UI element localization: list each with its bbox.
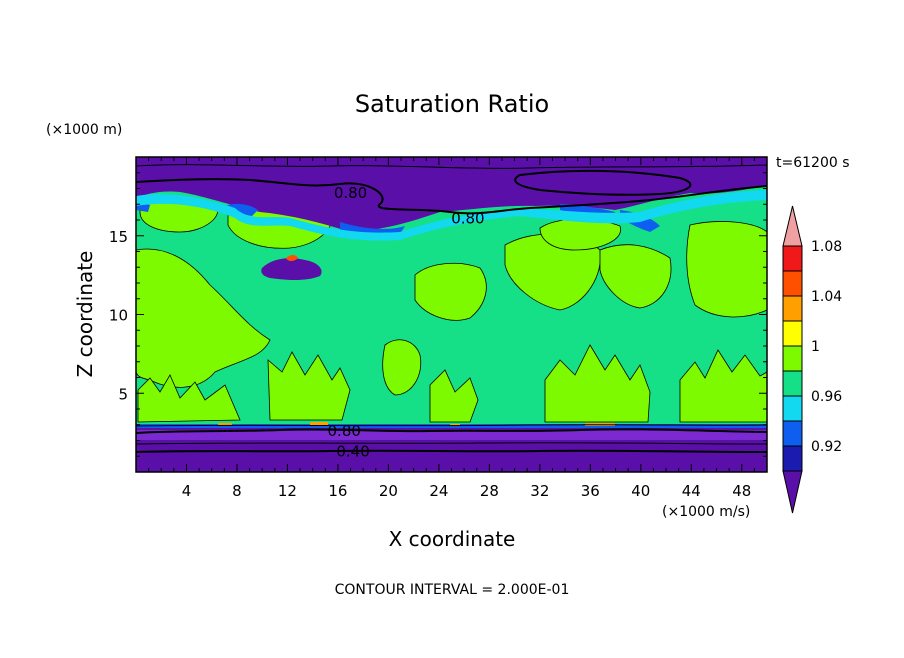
- colorbar-box: [782, 395, 803, 422]
- colorbar-box: [782, 245, 803, 272]
- colorbar-low-triangle: [782, 470, 803, 514]
- contour-label: 0.40: [336, 443, 369, 461]
- x-tick-label: 24: [429, 482, 448, 500]
- y-tick-label: 15: [109, 228, 128, 246]
- time-label: t=61200 s: [776, 155, 850, 171]
- contour-thin: [136, 442, 767, 445]
- colorbar-tick-label: 0.92: [811, 439, 842, 455]
- x-axis-label: X coordinate: [389, 527, 516, 551]
- field-blob-tip: [286, 255, 298, 261]
- colorbar-high-triangle: [782, 205, 803, 247]
- contour-thin-lines: [136, 164, 767, 445]
- contour-labels: 0.80 0.80 0.80 0.40: [328, 184, 485, 460]
- contour-label: 0.80: [451, 209, 484, 227]
- patch-center-low: [429, 369, 479, 423]
- x-tick-label: 20: [379, 482, 398, 500]
- contour-label: 0.80: [334, 184, 367, 202]
- patch-far-right-low: [679, 349, 767, 423]
- x-tick-label: 44: [682, 482, 701, 500]
- y-axis-ticks: 5 10 15: [109, 172, 767, 457]
- x-tick-label: 28: [480, 482, 499, 500]
- x-unit-label: (×1000 m/s): [662, 504, 750, 520]
- y-unit-label: (×1000 m): [46, 122, 122, 138]
- colorbar-box: [782, 420, 803, 447]
- field-upper-dry-layer: [136, 157, 767, 232]
- colorbar-box: [782, 270, 803, 297]
- contour-thin: [136, 164, 767, 169]
- x-axis-ticks: 4 8 12 16 20 24 28 32 36 40 44 48: [148, 157, 755, 500]
- colorbar-tick-label: 1.04: [811, 289, 842, 305]
- fleck: [310, 422, 328, 425]
- x-tick-label: 16: [328, 482, 347, 500]
- field-upper-cyan-fringe: [136, 190, 767, 241]
- x-tick-label: 36: [581, 482, 600, 500]
- patch-center-left: [267, 351, 351, 421]
- field-upper-blue-band: [136, 200, 660, 237]
- contour-lines: [136, 169, 767, 453]
- field-lower-light-band: [136, 430, 767, 440]
- patch-center: [414, 262, 487, 321]
- chart-title: Saturation Ratio: [355, 90, 549, 118]
- field-lower-dark-band: [136, 442, 767, 472]
- x-tick-label: 40: [631, 482, 650, 500]
- colorbar-box: [782, 295, 803, 322]
- x-tick-label: 8: [232, 482, 242, 500]
- colorbar: 0.92 0.96 1 1.04 1.08: [782, 205, 842, 514]
- y-tick-label: 5: [118, 385, 128, 403]
- y-tick-label: 10: [109, 307, 128, 325]
- patch-right: [599, 244, 672, 309]
- x-tick-label: 4: [182, 482, 192, 500]
- contour-080-top-loop: [514, 169, 692, 196]
- contour-080-top: [136, 178, 767, 215]
- contour-interval-note: CONTOUR INTERVAL = 2.000E-01: [335, 582, 570, 598]
- patch-right-low: [544, 344, 651, 423]
- x-tick-label: 12: [278, 482, 297, 500]
- patch-far-right: [686, 221, 767, 318]
- colorbar-tick-label: 1: [811, 339, 820, 355]
- x-tick-label: 48: [732, 482, 751, 500]
- colorbar-box: [782, 370, 803, 397]
- plot-area: 0.80 0.80 0.80 0.40: [136, 157, 767, 472]
- contour-thin: [136, 424, 767, 427]
- contour-label: 0.80: [328, 422, 361, 440]
- contour-040: [136, 449, 767, 453]
- y-axis-label: Z coordinate: [73, 251, 97, 378]
- fleck: [450, 424, 460, 426]
- colorbar-box: [782, 320, 803, 347]
- patch-center-2: [382, 339, 422, 396]
- colorbar-box: [782, 445, 803, 472]
- field-dry-blob: [261, 258, 322, 280]
- contour-080-low: [136, 428, 767, 434]
- patch-west-low: [137, 374, 241, 423]
- colorbar-tick-label: 1.08: [811, 239, 842, 255]
- colorbar-box: [782, 345, 803, 372]
- fleck: [218, 423, 232, 426]
- colorbar-tick-label: 0.96: [811, 389, 842, 405]
- x-tick-label: 32: [530, 482, 549, 500]
